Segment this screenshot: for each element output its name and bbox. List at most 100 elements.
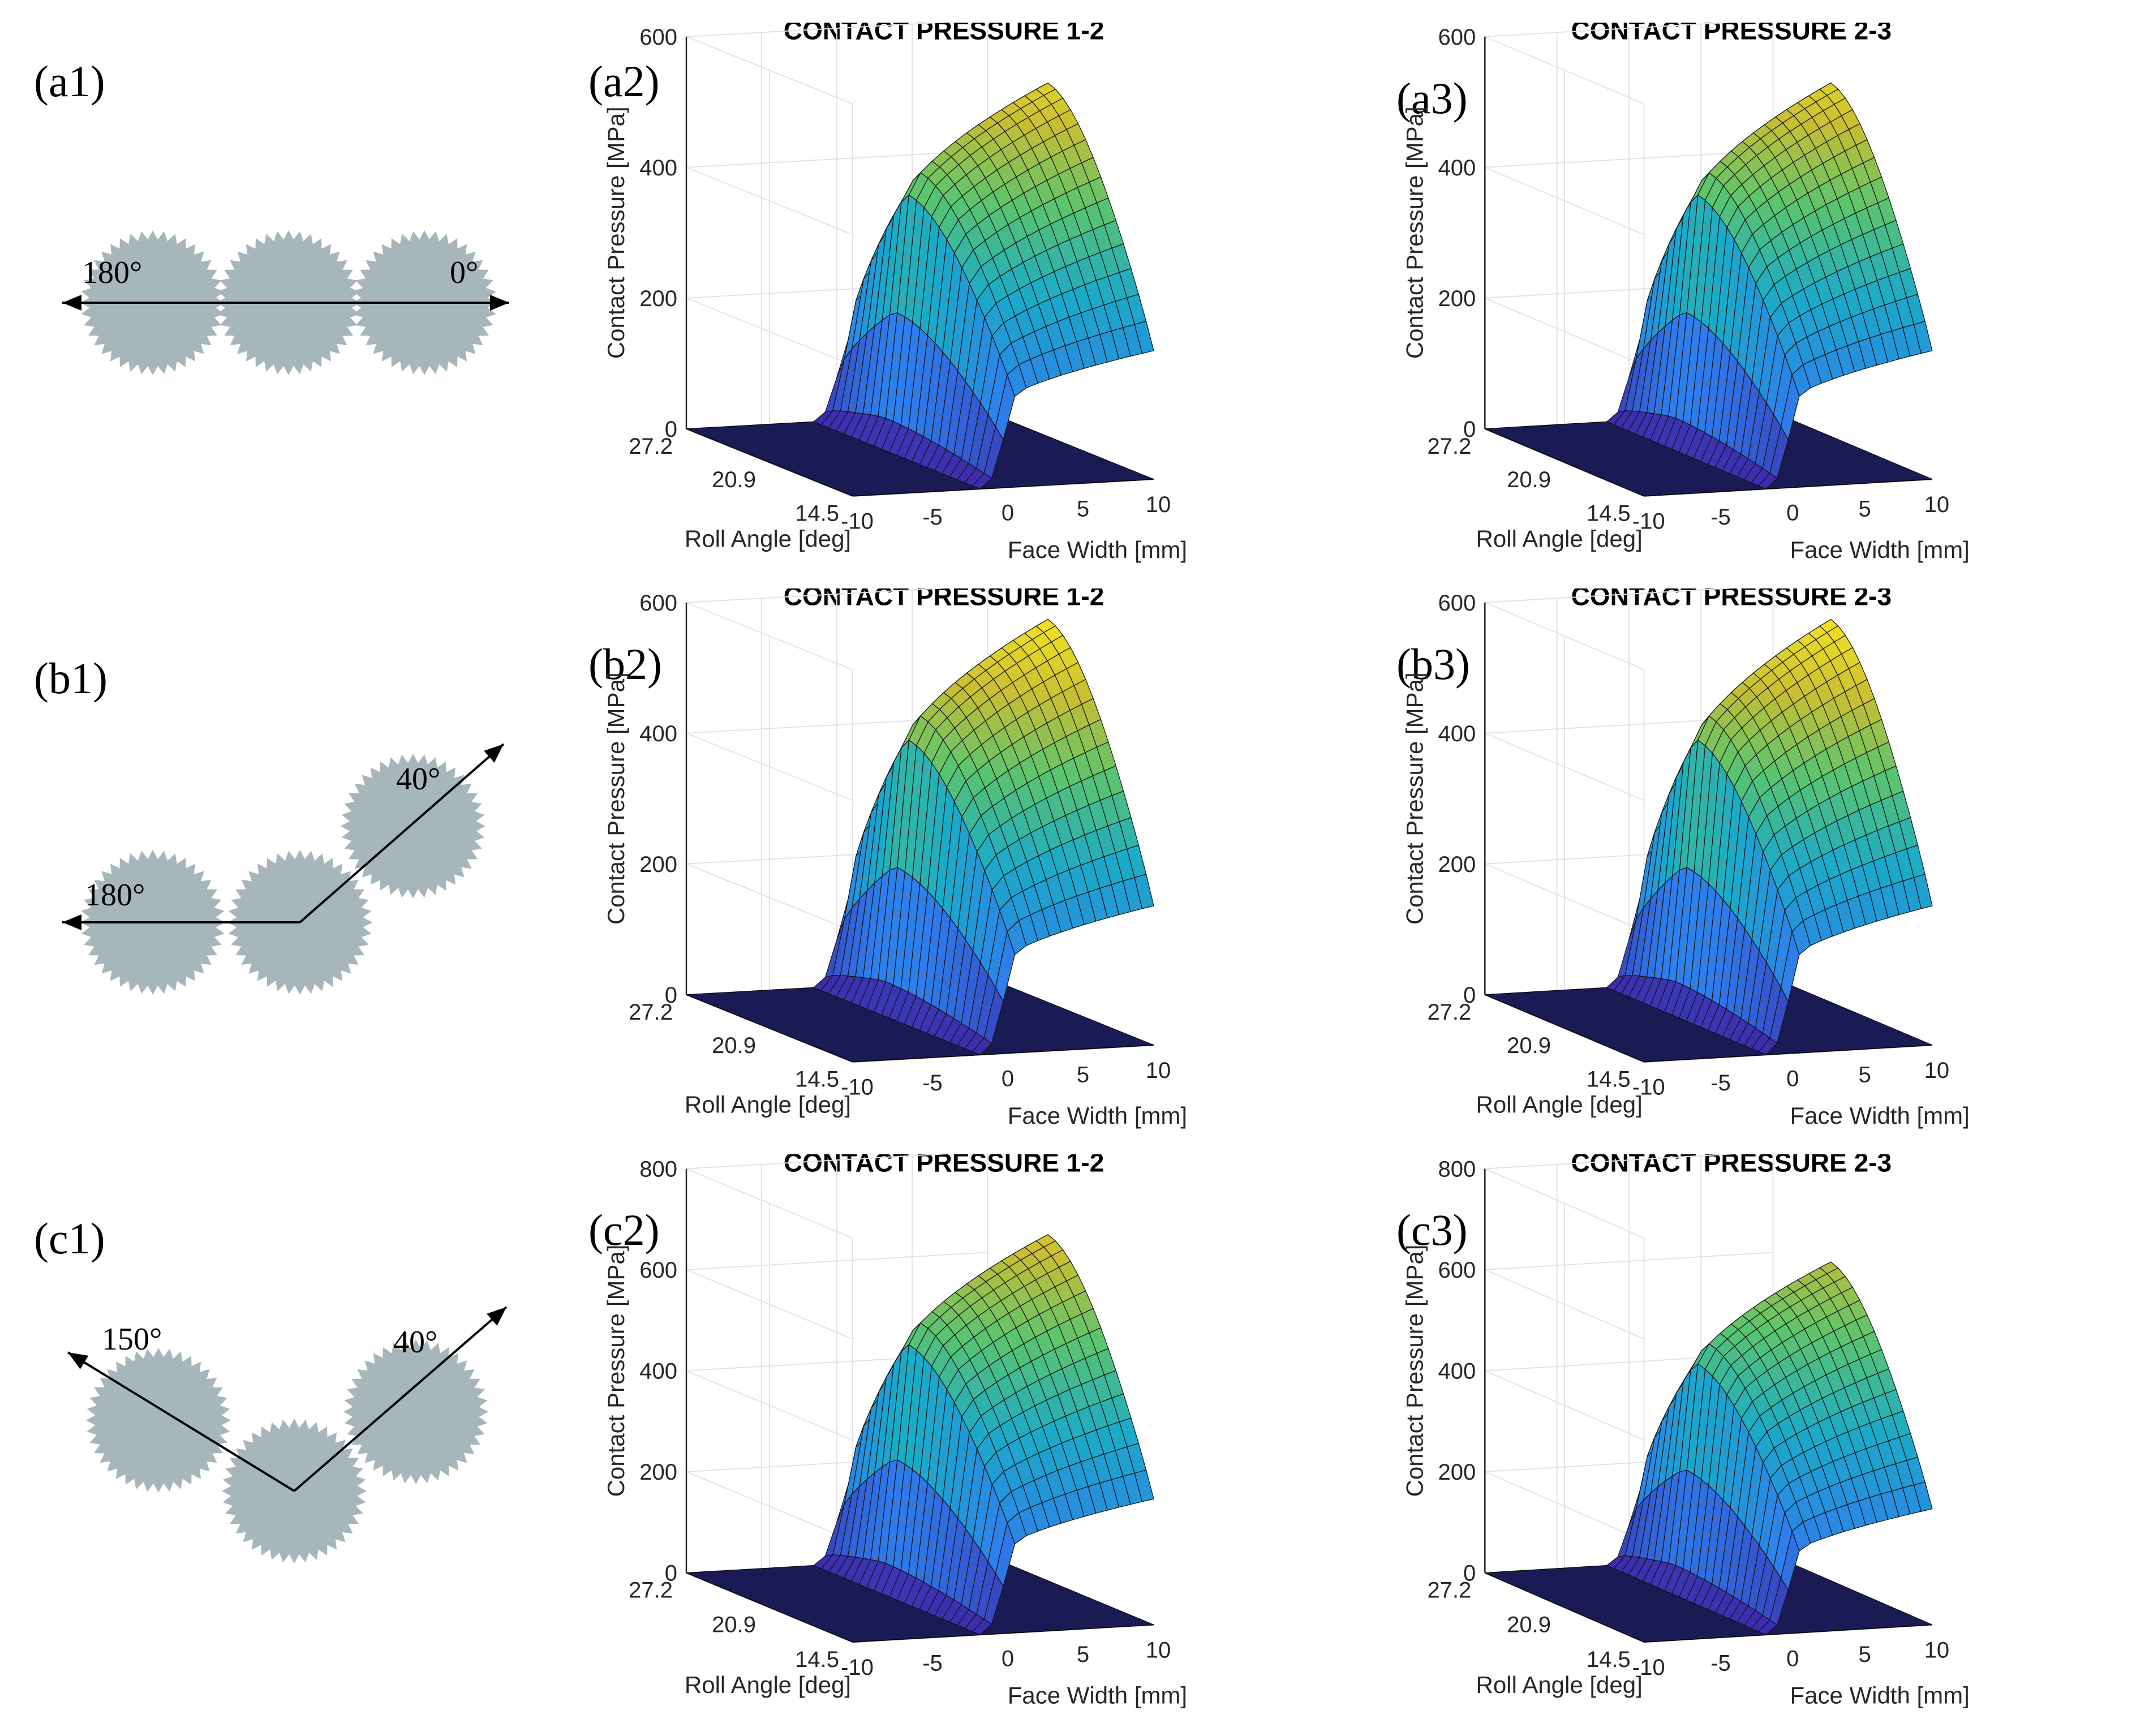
x-tick-label: 0 bbox=[1786, 501, 1799, 526]
chart-title: CONTACT PRESSURE 1-2 bbox=[784, 1154, 1104, 1178]
x-tick-label: 0 bbox=[1002, 1067, 1014, 1092]
x-tick-label: -10 bbox=[1632, 509, 1665, 534]
surface-patch bbox=[1134, 874, 1154, 909]
gear-diagram-b1: 180° 40° bbox=[62, 743, 505, 995]
surface-plot-c3: CONTACT PRESSURE 2-3 0 200 400 600 800 -10 -5 0 5… bbox=[1401, 1154, 1970, 1708]
y-tick-label: 14.5 bbox=[795, 1067, 839, 1092]
y-tick-label: 27.2 bbox=[1427, 1000, 1471, 1025]
surface-plot-c2: CONTACT PRESSURE 1-2 0 200 400 600 800 -10 -5 0 5… bbox=[603, 1154, 1187, 1708]
y-axis-label: Roll Angle [deg] bbox=[685, 526, 851, 552]
y-axis-label: Roll Angle [deg] bbox=[1476, 1671, 1643, 1698]
x-tick-label: 10 bbox=[1924, 492, 1950, 517]
angle-label-0: 0° bbox=[450, 255, 478, 290]
z-axis-label: Contact Pressure [MPa] bbox=[1401, 106, 1428, 359]
shaft-arrow-left bbox=[67, 1351, 295, 1492]
y-axis-label: Roll Angle [deg] bbox=[1476, 526, 1643, 552]
z-tick-label: 200 bbox=[1438, 286, 1476, 311]
surface-plot-a3: CONTACT PRESSURE 2-3 0 200 400 600 -10 -5 0 5 10 2… bbox=[1401, 23, 1970, 563]
y-tick-label: 27.2 bbox=[1427, 1578, 1471, 1603]
x-tick-label: -5 bbox=[922, 505, 943, 530]
z-axis-label: Contact Pressure [MPa] bbox=[1401, 1245, 1428, 1497]
z-tick-label: 600 bbox=[639, 1258, 677, 1283]
y-tick-label: 14.5 bbox=[1587, 1067, 1631, 1092]
z-tick-label: 800 bbox=[1438, 1157, 1476, 1182]
z-tick-label: 400 bbox=[639, 156, 677, 181]
x-tick-label: -5 bbox=[922, 1651, 943, 1675]
shaft-arrow-right-head bbox=[490, 295, 509, 311]
angle-label-180: 180° bbox=[85, 878, 145, 913]
panel-label-b2: (b2) bbox=[588, 639, 662, 689]
x-tick-label: -10 bbox=[1632, 1655, 1665, 1680]
surface-plot-b3: CONTACT PRESSURE 2-3 0 200 400 600 -10 -5 0 5 10 2… bbox=[1401, 588, 1970, 1129]
shaft-arrow-right bbox=[299, 743, 505, 923]
chart-title: CONTACT PRESSURE 1-2 bbox=[784, 588, 1104, 611]
x-tick-label: -10 bbox=[841, 509, 874, 534]
z-axis-label: Contact Pressure [MPa] bbox=[603, 672, 629, 925]
z-tick-label: 400 bbox=[1438, 156, 1476, 181]
panel-label-b1: (b1) bbox=[34, 654, 108, 703]
panel-label-c2: (c2) bbox=[588, 1205, 660, 1254]
surface-patch bbox=[1134, 321, 1154, 354]
y-tick-label: 20.9 bbox=[1507, 1033, 1551, 1058]
gear-diagram-a1: 180° 0° bbox=[62, 230, 509, 375]
z-tick-label: 400 bbox=[639, 721, 677, 746]
y-tick-label: 14.5 bbox=[795, 501, 839, 526]
shaft-arrow-left-head bbox=[62, 914, 81, 930]
x-tick-label: 0 bbox=[1786, 1647, 1799, 1671]
z-tick-label: 0 bbox=[1463, 1561, 1476, 1586]
z-tick-label: 600 bbox=[1438, 1258, 1476, 1283]
chart-title: CONTACT PRESSURE 2-3 bbox=[1571, 23, 1892, 45]
x-tick-label: -5 bbox=[1710, 1651, 1731, 1675]
x-tick-label: 5 bbox=[1858, 1062, 1871, 1087]
angle-label-150: 150° bbox=[102, 1322, 162, 1357]
gear-3 bbox=[343, 1339, 488, 1484]
x-tick-label: 5 bbox=[1077, 496, 1089, 521]
z-axis-label: Contact Pressure [MPa] bbox=[1401, 672, 1428, 925]
angle-label-40: 40° bbox=[393, 1325, 437, 1360]
chart-title: CONTACT PRESSURE 2-3 bbox=[1571, 1154, 1892, 1178]
x-axis-label: Face Width [mm] bbox=[1008, 536, 1187, 563]
chart-title: CONTACT PRESSURE 1-2 bbox=[784, 23, 1104, 45]
shaft-arrow-left-head bbox=[68, 1352, 89, 1369]
y-tick-label: 20.9 bbox=[1507, 467, 1551, 492]
y-axis-label: Roll Angle [deg] bbox=[685, 1671, 851, 1698]
x-axis-label: Face Width [mm] bbox=[1008, 1102, 1187, 1129]
x-axis-label: Face Width [mm] bbox=[1790, 1102, 1969, 1129]
y-tick-label: 20.9 bbox=[712, 1033, 756, 1058]
z-tick-label: 0 bbox=[665, 417, 677, 442]
y-tick-label: 14.5 bbox=[795, 1647, 839, 1672]
gear-diagram-c1: 150° 40° bbox=[67, 1306, 508, 1563]
z-tick-label: 0 bbox=[665, 1561, 677, 1586]
z-tick-label: 200 bbox=[1438, 1460, 1476, 1485]
y-axis-label: Roll Angle [deg] bbox=[685, 1092, 851, 1118]
chart-title: CONTACT PRESSURE 2-3 bbox=[1571, 588, 1892, 611]
z-tick-label: 0 bbox=[1463, 417, 1476, 442]
shaft-arrow-left-head bbox=[62, 295, 81, 311]
x-tick-label: 10 bbox=[1146, 492, 1171, 517]
y-tick-label: 14.5 bbox=[1587, 501, 1631, 526]
x-tick-label: 0 bbox=[1786, 1067, 1799, 1092]
x-axis-label: Face Width [mm] bbox=[1790, 536, 1969, 563]
y-tick-label: 14.5 bbox=[1587, 1647, 1631, 1672]
y-axis-label: Roll Angle [deg] bbox=[1476, 1092, 1643, 1118]
surface-plot-a2: CONTACT PRESSURE 1-2 0 200 400 600 -10 -5 0 5 10 2… bbox=[603, 23, 1187, 563]
z-tick-label: 200 bbox=[639, 286, 677, 311]
shaft-arrow-right-head bbox=[484, 744, 504, 763]
x-tick-label: -10 bbox=[1632, 1075, 1665, 1100]
x-tick-label: 10 bbox=[1924, 1058, 1950, 1083]
z-tick-label: 400 bbox=[1438, 721, 1476, 746]
gear-3 bbox=[341, 754, 485, 899]
z-tick-label: 800 bbox=[639, 1157, 677, 1182]
angle-label-40: 40° bbox=[396, 762, 440, 797]
x-tick-label: -10 bbox=[841, 1075, 874, 1100]
y-tick-label: 20.9 bbox=[712, 1613, 756, 1638]
x-axis-label: Face Width [mm] bbox=[1790, 1682, 1969, 1708]
y-tick-label: 20.9 bbox=[1507, 1613, 1551, 1638]
panel-label-c3: (c3) bbox=[1396, 1205, 1468, 1254]
surface-patch bbox=[1913, 1481, 1933, 1512]
y-tick-label: 27.2 bbox=[1427, 434, 1471, 459]
gear-1 bbox=[86, 1348, 231, 1493]
x-tick-label: -5 bbox=[1710, 1071, 1731, 1095]
x-tick-label: -5 bbox=[1710, 505, 1731, 530]
panel-label-c1: (c1) bbox=[34, 1214, 105, 1263]
